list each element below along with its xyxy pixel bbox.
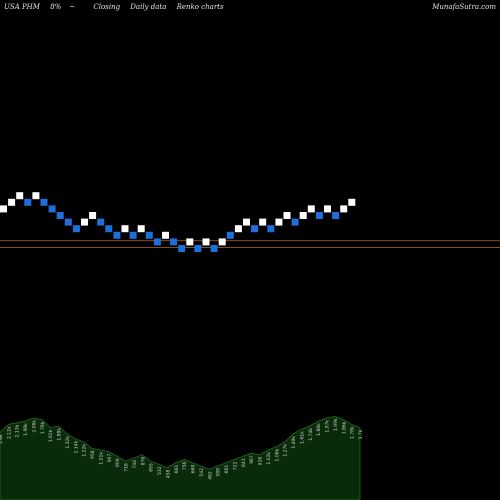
renko-brick-down	[72, 225, 80, 233]
renko-brick-down	[178, 245, 186, 252]
renko-brick-down	[105, 225, 113, 233]
renko-brick-up	[299, 212, 307, 219]
renko-brick-up	[234, 225, 242, 233]
volume-label: 2.13k	[15, 424, 21, 437]
renko-brick-up	[121, 225, 129, 233]
volume-label: 1.88k	[316, 423, 322, 436]
volume-label: 1.78k	[40, 421, 46, 434]
volume-label: 1.98k	[23, 423, 29, 436]
renko-brick-down	[64, 218, 72, 226]
volume-label: 1.62k	[48, 429, 54, 442]
renko-brick-up	[186, 238, 194, 246]
renko-brick-up	[202, 238, 210, 246]
renko-brick-up	[243, 218, 250, 226]
renko-brick-up	[307, 205, 315, 213]
renko-brick-up	[81, 218, 88, 226]
renko-brick-down	[24, 198, 32, 206]
renko-brick-up	[8, 198, 16, 206]
volume-label: 661	[174, 465, 180, 474]
renko-brick-up	[16, 192, 24, 200]
volume-label: 907	[107, 453, 113, 462]
renko-brick-down	[315, 212, 323, 219]
frequency-label: Daily data	[130, 3, 167, 11]
volume-label: 841	[241, 458, 247, 467]
renko-brick-up	[162, 231, 169, 239]
volume-label: 588	[216, 468, 222, 477]
renko-brick-up	[0, 205, 7, 213]
volume-label: 1.86k	[341, 421, 347, 434]
volume-area	[0, 415, 361, 500]
renko-brick-down	[113, 231, 121, 239]
volume-label: 1.88k	[57, 428, 63, 441]
reference-lines	[0, 240, 500, 248]
volume-label: 1.22k	[82, 444, 88, 457]
renko-brick-down	[48, 205, 56, 213]
renko-brick-down	[291, 218, 299, 226]
volume-label: 542	[199, 468, 205, 477]
renko-brick-down	[226, 231, 234, 239]
renko-brick-down	[129, 231, 137, 239]
volume-label: 756	[182, 461, 188, 470]
volume-label: 1.61k	[299, 431, 305, 444]
renko-brick-up	[218, 238, 226, 246]
renko-brick-down	[210, 245, 218, 252]
volume-label: 532	[157, 466, 163, 475]
volume-label: 1.97k	[325, 420, 331, 433]
renko-brick-up	[89, 212, 97, 219]
renko-brick-up	[259, 218, 267, 226]
renko-brick-down	[97, 218, 105, 226]
volume-label: 967	[249, 455, 255, 464]
renko-brick-down	[332, 212, 340, 219]
renko-brick-down	[194, 245, 202, 252]
volume-label: 1.74k	[308, 428, 314, 441]
volume-label: 1.7k	[358, 429, 364, 439]
volume-label: 1.8k	[0, 434, 4, 444]
renko-brick-up	[340, 205, 348, 213]
renko-brick-up	[283, 212, 291, 219]
volume-label: 695	[149, 463, 155, 472]
volume-label: 1.32k	[65, 436, 71, 449]
renko-brick-down	[170, 238, 178, 246]
chart-kind-label: Renko charts	[176, 3, 224, 11]
renko-bricks	[0, 192, 356, 252]
volume-label: 809	[115, 458, 121, 467]
volume-label: 2.06k	[32, 420, 38, 433]
chart-header: USA PHM 8% ~ Closing Daily data Renko cha…	[4, 3, 232, 11]
renko-brick-down	[145, 231, 153, 239]
volume-label: 1.78k	[350, 426, 356, 439]
volume-label: 661	[224, 465, 230, 474]
volume-label: 916	[258, 457, 264, 466]
renko-brick-down	[56, 212, 64, 219]
volume-label: 1.08k	[274, 448, 280, 461]
renko-brick-down	[267, 225, 275, 233]
renko-brick-up	[348, 198, 356, 206]
renko-brick-up	[275, 218, 283, 226]
volume-label: 462	[207, 471, 213, 480]
volume-label: 1.14k	[73, 440, 79, 453]
volume-label: 1.02k	[266, 452, 272, 465]
volume-label: 2.11k	[6, 426, 12, 439]
volume-label: 1.01k	[99, 452, 105, 465]
renko-brick-down	[251, 225, 259, 233]
volume-label: 958	[90, 450, 96, 459]
volume-label: 1.27k	[283, 444, 289, 457]
volume-label: 1.99k	[333, 418, 339, 431]
volume-label: 722	[232, 461, 238, 470]
closing-label: Closing	[93, 3, 121, 11]
symbol-label: USA PHM 8% ~	[4, 3, 76, 11]
volume-label: 744	[132, 460, 138, 469]
renko-brick-up	[137, 225, 145, 233]
volume-label: 458	[165, 469, 171, 478]
site-label: MunafaSutra.com	[432, 3, 496, 11]
volume-label: 668	[191, 465, 197, 474]
volume-label: 716	[124, 463, 130, 472]
renko-brick-down	[153, 238, 161, 246]
volume-label: 1.49k	[291, 436, 297, 449]
renko-brick-up	[324, 205, 331, 213]
renko-brick-down	[40, 198, 48, 206]
renko-brick-up	[32, 192, 40, 200]
volume-label: 876	[140, 457, 146, 466]
